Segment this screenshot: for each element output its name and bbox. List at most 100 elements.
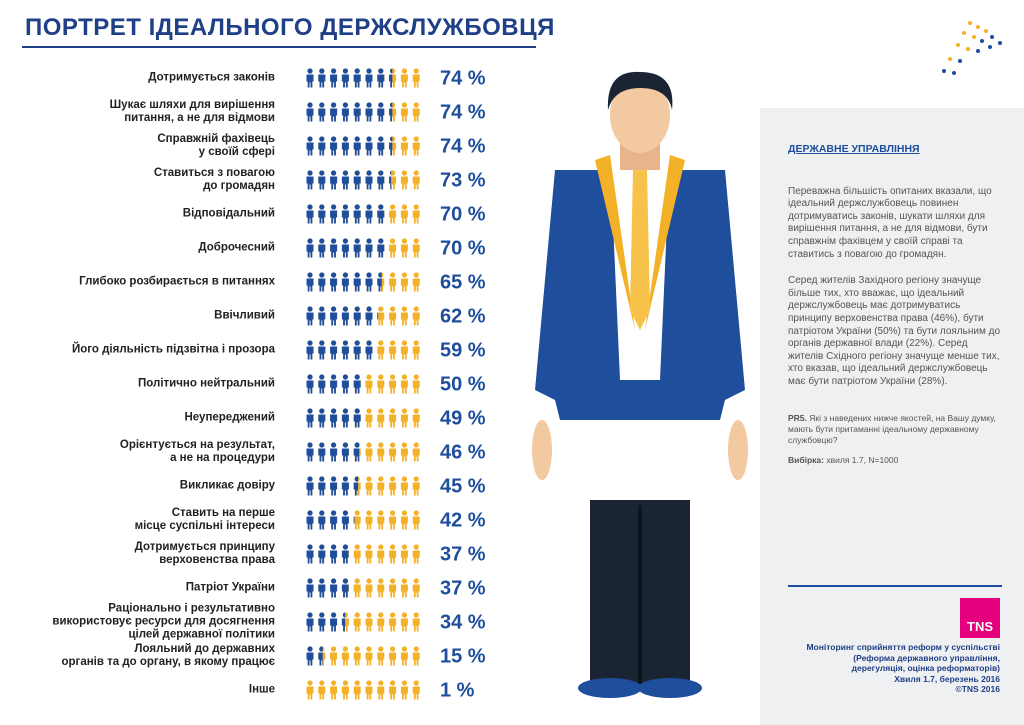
man-illustration: [532, 71, 748, 698]
icon-body: [377, 516, 385, 530]
icon-head: [307, 68, 313, 74]
icon-body: [365, 108, 373, 122]
icon-body: [400, 380, 408, 394]
icon-body: [306, 516, 314, 530]
icon-body: [341, 448, 349, 462]
icon-body: [389, 652, 397, 666]
icon-body: [306, 74, 314, 88]
icons-value: [306, 238, 385, 258]
icon-head: [354, 544, 360, 550]
title-rule: [22, 46, 536, 48]
icon-body: [306, 482, 314, 496]
icon-head: [331, 578, 337, 584]
icon-head: [331, 136, 337, 142]
sample-label: Вибірка:: [788, 454, 824, 465]
icon-body: [353, 108, 361, 122]
icon-body: [330, 550, 338, 564]
icon-body: [353, 482, 359, 496]
icon-body: [412, 244, 420, 258]
icon-body: [412, 312, 420, 326]
icon-head: [331, 68, 337, 74]
icon-body: [353, 176, 361, 190]
icon-head: [413, 306, 419, 312]
icon-body: [389, 618, 397, 632]
icon-head: [354, 646, 360, 652]
icon-body: [353, 74, 361, 88]
icon-body: [306, 414, 314, 428]
icon-head: [413, 680, 419, 686]
icon-head: [319, 476, 325, 482]
icon-head: [390, 374, 396, 380]
icon-head: [378, 442, 384, 448]
icon-head: [390, 544, 396, 550]
icon-head: [390, 204, 396, 210]
value-label: 34 %: [440, 611, 486, 634]
icon-body: [377, 346, 385, 360]
icon-head: [307, 374, 313, 380]
icon-body: [341, 108, 349, 122]
icon-body: [400, 618, 408, 632]
icon-head: [413, 374, 419, 380]
icons-value: [306, 136, 393, 156]
icon-body: [353, 312, 361, 326]
icon-row: [306, 204, 420, 224]
icon-head: [307, 306, 313, 312]
icon-head: [342, 136, 348, 142]
icon-body: [365, 380, 373, 394]
icon-body: [400, 686, 408, 700]
icon-head: [413, 340, 419, 346]
icon-head: [331, 646, 337, 652]
icon-head: [319, 408, 325, 414]
icon-head: [378, 136, 384, 142]
icon-head: [390, 510, 396, 516]
icon-row: [306, 612, 420, 632]
paragraph: Серед жителів Західного регіону значуще …: [788, 275, 1001, 387]
icon-body: [389, 278, 397, 292]
icon-head: [366, 442, 372, 448]
icon-head: [413, 442, 419, 448]
icon-head: [378, 238, 384, 244]
icon-body: [377, 312, 385, 326]
icon-head: [378, 204, 384, 210]
icon-head: [401, 476, 407, 482]
icon-body: [400, 244, 408, 258]
icon-body: [400, 550, 408, 564]
icon-head: [413, 204, 419, 210]
icon-head: [401, 374, 407, 380]
icon-body: [306, 108, 314, 122]
icons-value: [306, 442, 360, 462]
icon-body: [412, 584, 420, 598]
icons-value: [306, 102, 393, 122]
icon-head: [342, 306, 348, 312]
icon-body: [400, 516, 408, 530]
icon-head: [366, 374, 372, 380]
icon-body: [377, 584, 385, 598]
icon-head: [307, 136, 313, 142]
icon-head: [319, 646, 323, 652]
value-label: 46 %: [440, 441, 486, 464]
icon-body: [389, 380, 397, 394]
icon-body: [400, 74, 408, 88]
icon-head: [307, 646, 313, 652]
icon-body: [341, 516, 349, 530]
icon-head: [331, 374, 337, 380]
icon-head: [354, 340, 360, 346]
icon-head: [378, 510, 384, 516]
icon-body: [377, 142, 385, 156]
category-label: Ввічливий: [214, 309, 275, 322]
icon-head: [319, 102, 325, 108]
icon-head: [319, 340, 325, 346]
icon-head: [307, 544, 313, 550]
icon-body: [341, 278, 349, 292]
icon-body: [330, 448, 338, 462]
icon-head: [319, 442, 325, 448]
icon-body: [330, 652, 338, 666]
icon-body: [365, 686, 373, 700]
icon-row: [306, 408, 420, 428]
icon-body: [341, 312, 349, 326]
icons-value: [306, 170, 392, 190]
icon-head: [401, 578, 407, 584]
icon-head: [413, 170, 419, 176]
icon-head: [390, 68, 393, 74]
icon-body: [306, 686, 314, 700]
